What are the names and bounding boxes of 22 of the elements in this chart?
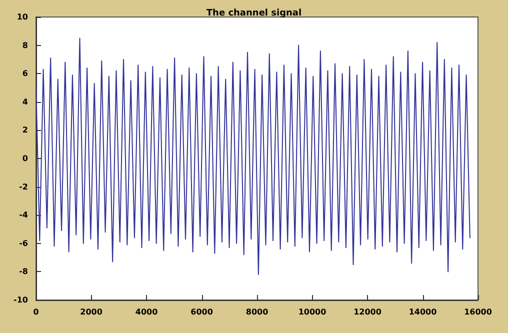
y-tick-label: -6 [19,238,28,248]
y-tick-label: 10 [16,12,28,22]
x-tick-label: 0 [33,308,40,316]
y-tick-label: -10 [14,296,28,304]
y-tick-label: -4 [19,210,28,220]
line-series [36,38,470,276]
x-tick-label: 8000 [246,308,269,316]
x-tick-label: 6000 [190,308,214,316]
x-tick-label: 4000 [135,308,158,316]
y-tick-label: -8 [19,267,28,276]
x-tick-label: 16000 [464,308,492,316]
y-tick-label: 2 [22,126,28,135]
chart-title: The channel signal [206,8,302,18]
y-tick-label: -2 [19,182,28,192]
y-tick-label: 4 [22,97,28,106]
y-tick-label: 6 [22,69,28,78]
x-tick-label: 10000 [298,308,327,316]
x-tick-label: 12000 [354,308,382,316]
y-tick-label: 0 [22,154,28,163]
y-tick-label: 8 [22,40,28,50]
x-tick-label: 2000 [80,308,103,316]
x-tick-label: 14000 [408,308,438,316]
